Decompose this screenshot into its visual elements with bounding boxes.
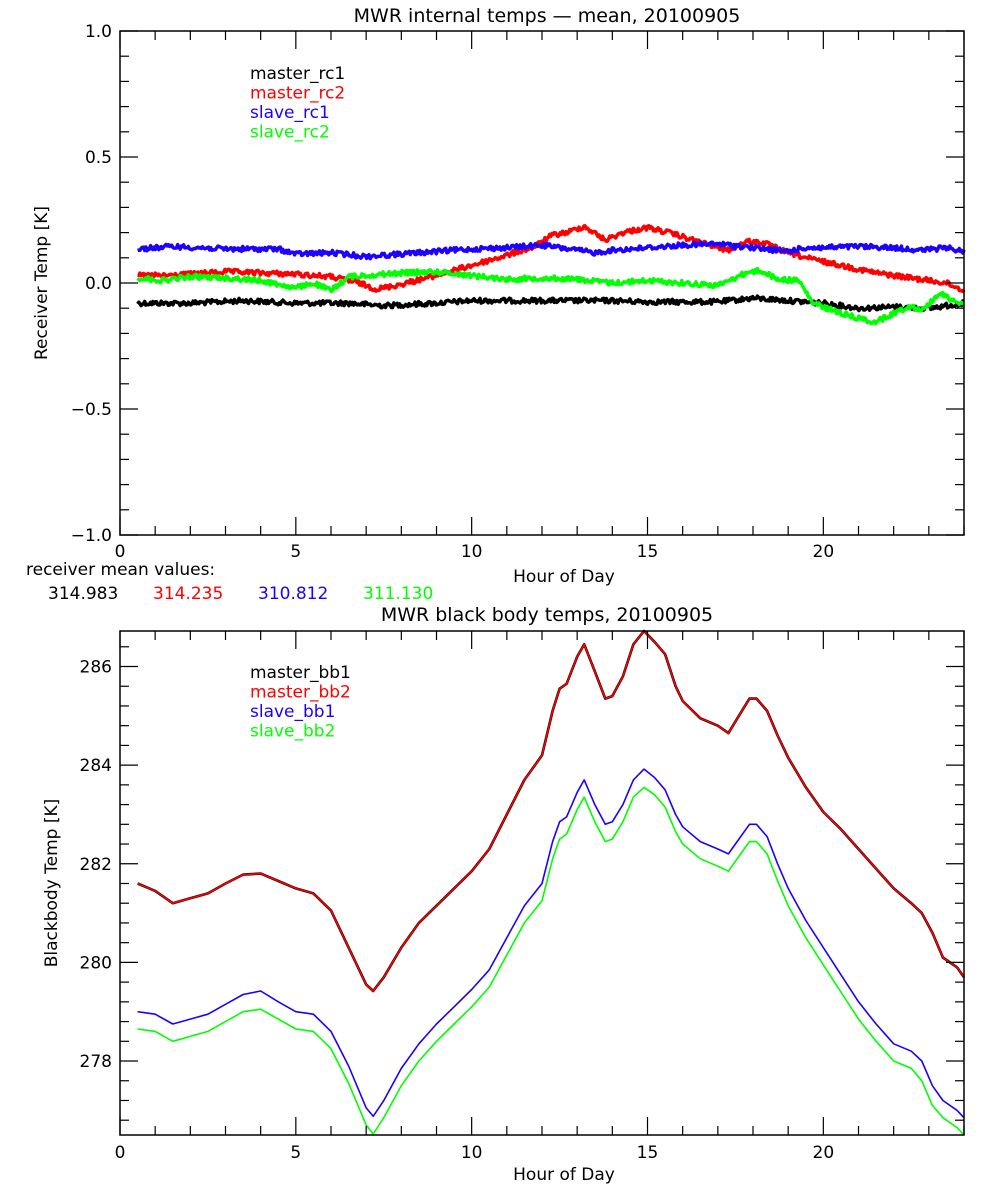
y-tick-label: 0.0 (85, 274, 112, 294)
series-line-master_bb2 (137, 630, 965, 992)
legend-entry-master_rc2: master_rc2 (250, 84, 345, 104)
chart-title: MWR internal temps — mean, 20100905 (354, 5, 741, 27)
series-line-slave_rc1 (137, 240, 966, 261)
x-tick-label: 20 (813, 1143, 835, 1163)
x-tick-label: 20 (813, 542, 835, 562)
y-axis-label: Blackbody Temp [K] (42, 799, 62, 968)
legend-entry-master_bb2: master_bb2 (250, 683, 351, 703)
y-tick-label: 286 (80, 658, 112, 678)
chart-panel-2: MWR black body temps, 20100905 0 5 10 15 20 27… (42, 604, 966, 1185)
x-tick-label: 5 (290, 542, 301, 562)
x-tick-label: 0 (115, 1143, 126, 1163)
legend-entry-slave_rc2: slave_rc2 (250, 123, 330, 143)
y-tick-label: 284 (80, 756, 112, 776)
legend-entry-master_rc1: master_rc1 (250, 64, 345, 84)
y-tick-label: 280 (80, 953, 112, 973)
mean-value-slave_rc2: 311.130 (363, 584, 433, 604)
legend-entry-slave_rc1: slave_rc1 (250, 103, 330, 123)
x-tick-label: 10 (461, 542, 483, 562)
y-tick-label: −1.0 (71, 526, 112, 546)
x-tick-label: 10 (461, 1143, 483, 1163)
series-line-slave_rc2 (136, 266, 965, 326)
x-tick-label: 5 (290, 1143, 301, 1163)
annotation-label: receiver mean values: (26, 560, 215, 580)
x-tick-label: 15 (637, 1143, 659, 1163)
series-line-master_rc2 (137, 224, 966, 294)
mean-value-master_rc2: 314.235 (153, 584, 223, 604)
chart-panel-1: MWR internal temps — mean, 20100905 0 5 10 1… (26, 5, 966, 604)
y-tick-label: −0.5 (71, 400, 112, 420)
chart-title: MWR black body temps, 20100905 (381, 604, 713, 626)
mean-value-master_rc1: 314.983 (48, 584, 118, 604)
x-tick-label: 0 (115, 542, 126, 562)
y-tick-label: 1.0 (85, 22, 112, 42)
legend-entry-slave_bb2: slave_bb2 (250, 722, 335, 742)
x-axis-label: Hour of Day (513, 1165, 615, 1185)
legend-entry-slave_bb1: slave_bb1 (250, 702, 335, 722)
y-tick-label: 278 (80, 1052, 112, 1072)
y-axis-label: Receiver Temp [K] (32, 206, 52, 360)
y-tick-label: 282 (80, 855, 112, 875)
y-tick-label: 0.5 (85, 148, 112, 168)
series-line-slave_bb2 (137, 786, 965, 1136)
series-line-master_rc1 (136, 294, 965, 313)
x-axis-label: Hour of Day (513, 567, 615, 587)
series-line-slave_bb1 (137, 768, 965, 1119)
x-tick-label: 15 (637, 542, 659, 562)
legend-entry-master_bb1: master_bb1 (250, 663, 351, 683)
mean-value-slave_rc1: 310.812 (258, 584, 328, 604)
